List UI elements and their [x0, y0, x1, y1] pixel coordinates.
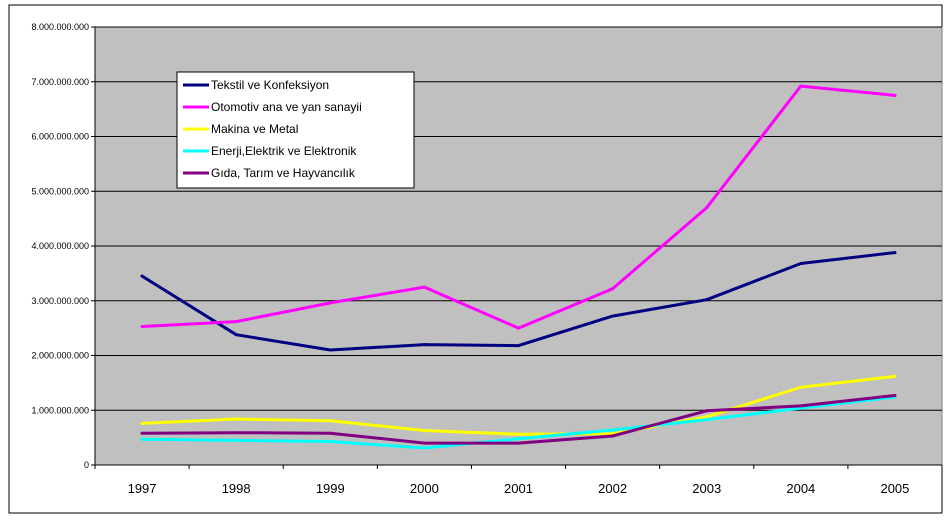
data-point — [517, 437, 520, 441]
y-tick-label: 0 — [84, 460, 89, 470]
data-point — [517, 344, 520, 348]
data-point — [328, 348, 332, 352]
data-point — [705, 298, 709, 302]
data-point — [422, 441, 426, 445]
legend-label: Tekstil ve Konfeksiyon — [211, 78, 329, 92]
data-point — [422, 343, 426, 347]
data-point — [234, 320, 238, 324]
data-point — [611, 287, 615, 291]
data-point — [517, 441, 520, 445]
data-point — [799, 84, 803, 88]
x-tick-label: 2003 — [692, 481, 721, 496]
x-tick-label: 1999 — [316, 481, 345, 496]
data-point — [799, 385, 803, 389]
data-point — [234, 438, 238, 442]
y-tick-label: 1.000.000.000 — [31, 405, 89, 415]
data-point — [705, 418, 709, 422]
data-point — [893, 374, 897, 378]
data-point — [705, 206, 709, 210]
legend-label: Makina ve Metal — [211, 122, 298, 136]
axes: 0 1.000.000.000 2.000.000.000 3.000.000.000… — [31, 22, 943, 496]
series-lines — [140, 84, 897, 450]
x-tick-label: 1997 — [128, 481, 157, 496]
data-point — [705, 409, 709, 413]
legend-box — [176, 71, 415, 189]
data-point — [893, 393, 897, 397]
data-point — [234, 431, 238, 435]
y-tick-label: 2.000.000.000 — [31, 351, 89, 361]
data-point — [422, 446, 426, 450]
data-point — [234, 333, 238, 337]
data-point — [328, 419, 332, 423]
x-tick-label: 1998 — [222, 481, 251, 496]
data-point — [140, 421, 144, 425]
y-tick-label: 5.000.000.000 — [31, 186, 89, 196]
data-point — [517, 326, 520, 330]
data-point — [611, 314, 615, 318]
legend: Tekstil ve Konfeksiyon Otomotiv ana ve ya… — [176, 71, 415, 189]
data-point — [705, 415, 709, 419]
legend-label: Gıda, Tarım ve Hayvancılık — [211, 166, 356, 180]
y-tick-label: 8.000.000.000 — [31, 22, 89, 32]
legend-label: Enerji,Elektrik ve Elektronik — [211, 144, 357, 158]
data-point — [140, 274, 144, 278]
data-point — [799, 262, 803, 266]
data-point — [611, 434, 615, 438]
y-tick-label: 4.000.000.000 — [31, 241, 89, 251]
data-point — [140, 431, 144, 435]
x-tick-label: 2000 — [410, 481, 439, 496]
data-point — [893, 251, 897, 255]
y-tick-label: 7.000.000.000 — [31, 77, 89, 87]
x-tick-label: 2004 — [786, 481, 815, 496]
x-tick-label: 2005 — [880, 481, 909, 496]
data-point — [517, 432, 520, 436]
data-point — [611, 428, 615, 432]
data-point — [328, 439, 332, 443]
y-tick-label: 6.000.000.000 — [31, 132, 89, 142]
data-point — [140, 324, 144, 328]
data-point — [328, 301, 332, 305]
legend-label: Otomotiv ana ve yan sanayii — [211, 100, 362, 114]
data-point — [422, 429, 426, 433]
data-point — [422, 285, 426, 289]
data-point — [140, 437, 144, 441]
data-point — [893, 93, 897, 97]
data-point — [234, 417, 238, 421]
data-point — [328, 431, 332, 435]
x-tick-label: 2001 — [504, 481, 533, 496]
data-point — [799, 404, 803, 408]
y-tick-label: 3.000.000.000 — [31, 296, 89, 306]
x-tick-label: 2002 — [598, 481, 627, 496]
